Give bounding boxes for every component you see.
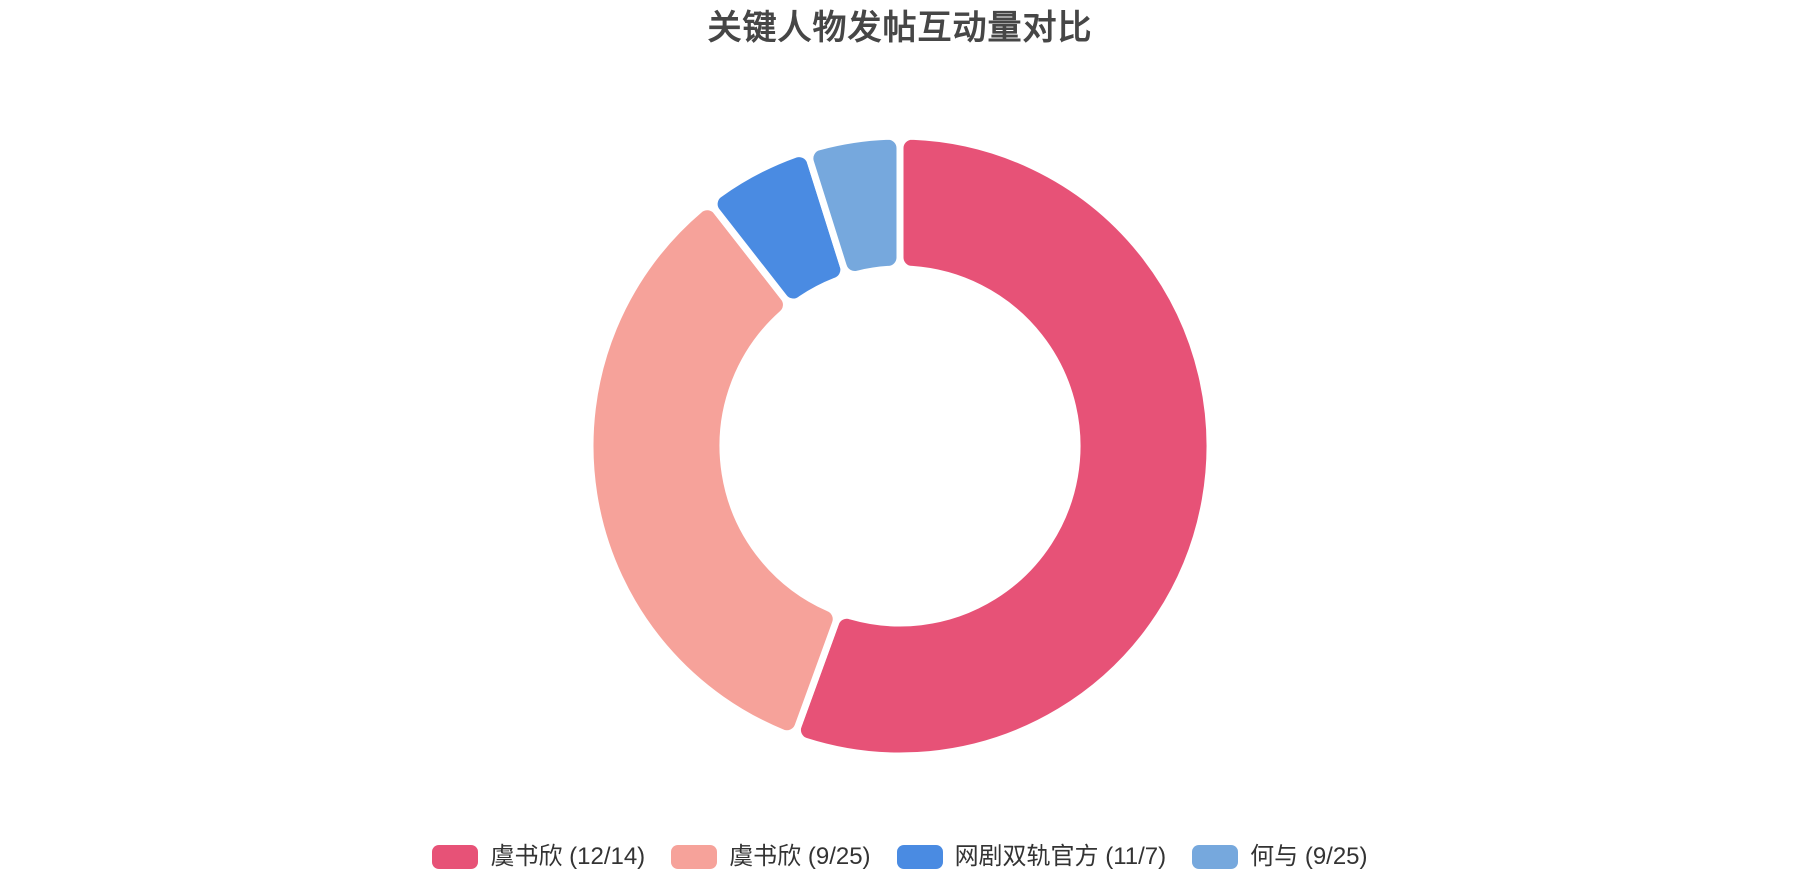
legend-label: 虞书欣 (12/14) (490, 843, 646, 870)
legend-swatch (1192, 845, 1239, 869)
legend-swatch (896, 845, 943, 869)
legend-item-1[interactable]: 虞书欣 (9/25) (671, 843, 871, 871)
chart-title: 关键人物发帖互动量对比 (707, 9, 1093, 47)
legend: 虞书欣 (12/14) 虞书欣 (9/25) 网剧双轨官方 (11/7) 何与 … (0, 843, 1800, 871)
legend-swatch (432, 845, 479, 869)
legend-label: 网剧双轨官方 (11/7) (954, 843, 1167, 870)
legend-item-0[interactable]: 虞书欣 (12/14) (432, 843, 645, 871)
pie-segment-3[interactable] (806, 132, 904, 278)
legend-item-2[interactable]: 网剧双轨官方 (11/7) (896, 843, 1167, 871)
pie-segment-2[interactable] (710, 150, 848, 306)
legend-label: 虞书欣 (9/25) (729, 843, 871, 870)
legend-label: 何与 (9/25) (1250, 843, 1368, 870)
legend-swatch (671, 845, 718, 869)
legend-item-3[interactable]: 何与 (9/25) (1192, 843, 1368, 871)
